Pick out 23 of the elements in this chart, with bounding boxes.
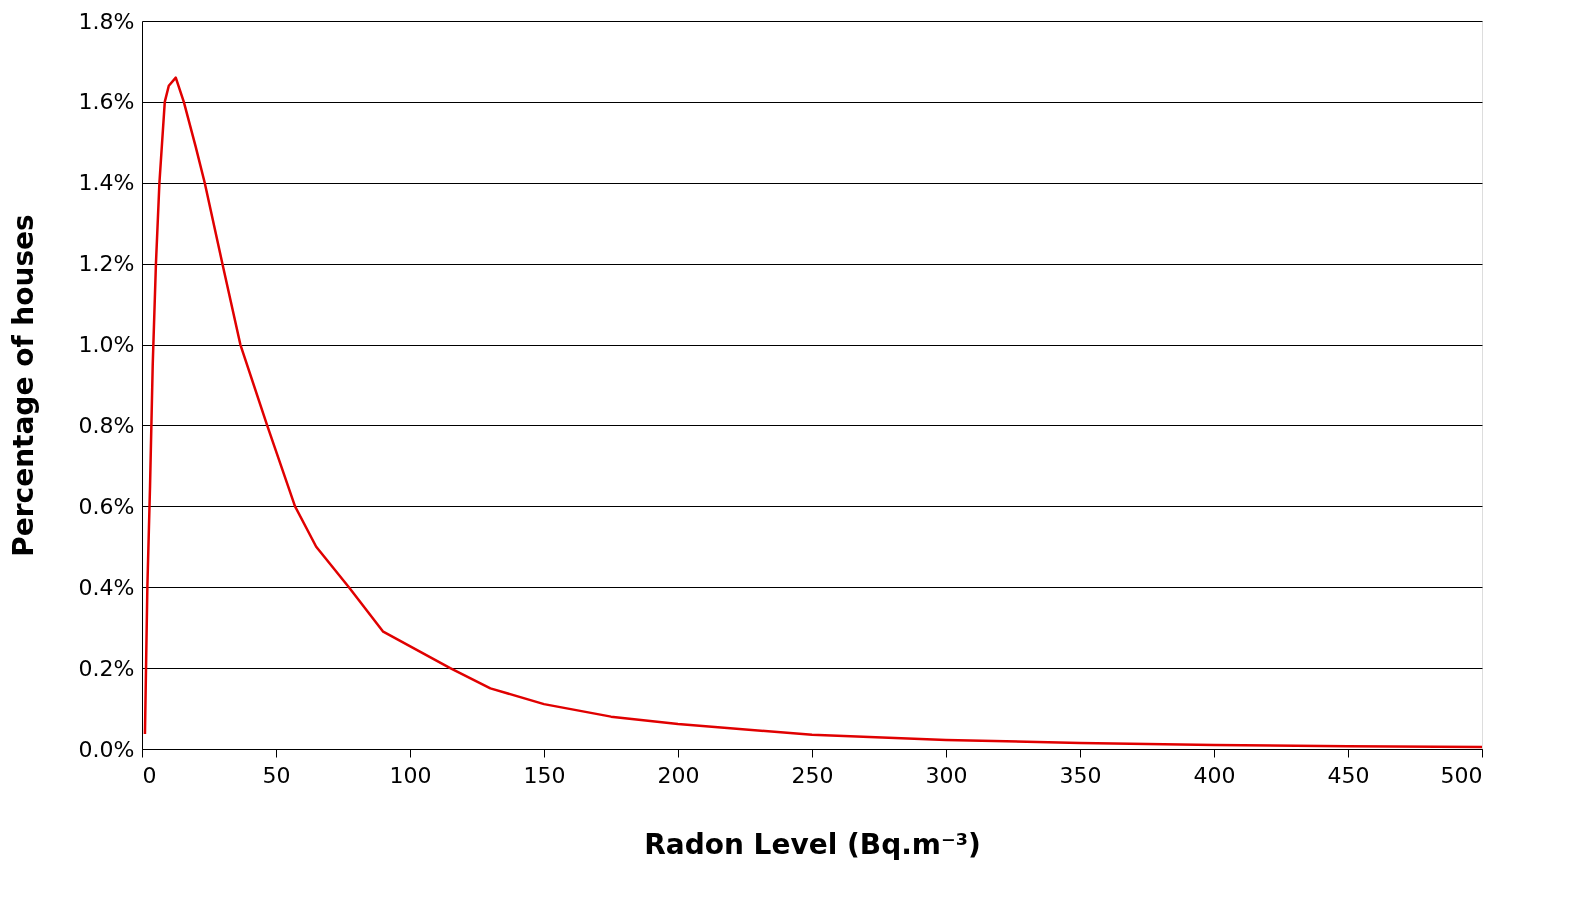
x-tick-label: 450 bbox=[1327, 762, 1370, 788]
x-tick-label: 350 bbox=[1059, 762, 1102, 788]
x-tick-label: 150 bbox=[523, 762, 566, 788]
x-tick-label: 200 bbox=[657, 762, 700, 788]
y-tick-label: 1.6% bbox=[78, 89, 135, 115]
y-axis-title: Percentage of houses bbox=[6, 214, 40, 557]
y-tick-label: 1.4% bbox=[78, 170, 135, 196]
x-axis-title: Radon Level (Bq.m⁻³) bbox=[644, 827, 981, 861]
y-tick-label: 0.0% bbox=[78, 736, 135, 762]
x-tick-label: 50 bbox=[262, 762, 291, 788]
y-tick-label: 0.2% bbox=[78, 655, 135, 681]
y-tick-label: 1.0% bbox=[78, 332, 135, 358]
x-tick-label: 300 bbox=[925, 762, 968, 788]
y-tick-label: 1.2% bbox=[78, 251, 135, 277]
y-tick-label: 0.4% bbox=[78, 574, 135, 600]
x-tick-label: 500 bbox=[1440, 762, 1483, 788]
y-tick-label: 0.6% bbox=[78, 493, 135, 519]
x-tick-label: 0 bbox=[142, 762, 157, 788]
x-tick-label: 250 bbox=[791, 762, 834, 788]
x-tick-label: 100 bbox=[389, 762, 432, 788]
y-tick-label: 0.8% bbox=[78, 412, 135, 438]
y-tick-label: 1.8% bbox=[78, 8, 135, 34]
x-tick-label: 400 bbox=[1193, 762, 1236, 788]
